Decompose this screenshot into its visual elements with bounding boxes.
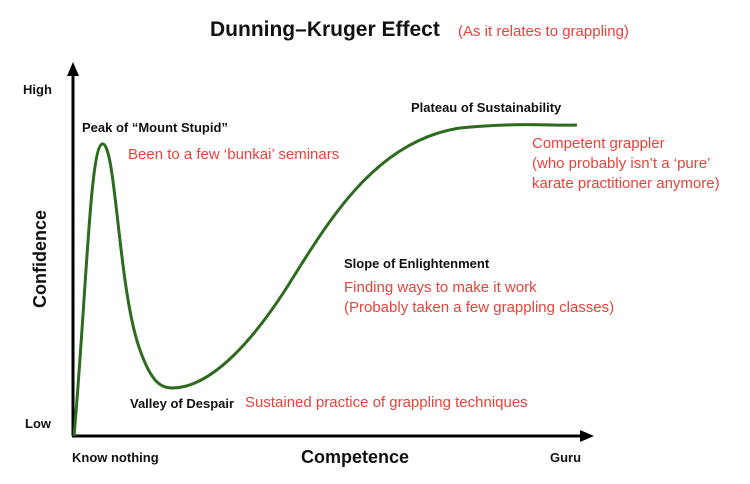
stage-slope-note-line-2: (Probably taken a few grappling classes) [344,299,615,316]
stage-peak-note-line: Been to a few ‘bunkai’ seminars [128,146,340,163]
chart-subtitle: (As it relates to grappling) [458,23,629,40]
stage-slope-note: Finding ways to make it work (Probably t… [344,278,614,318]
stage-plateau-note-line-3: karate practitioner anymore) [532,175,720,192]
stage-peak-label: Peak of “Mount Stupid” [82,120,228,135]
stage-plateau-label: Plateau of Sustainability [411,100,562,115]
stage-valley-label: Valley of Despair [130,396,235,411]
x-axis-left-label: Know nothing [72,450,159,465]
stage-plateau-note-line-2: (who probably isn’t a ‘pure’ [532,155,711,172]
chart-title: Dunning–Kruger Effect [210,18,440,41]
stage-plateau-note: Competent grappler (who probably isn’t a… [532,134,720,194]
x-axis-arrowhead [580,430,594,442]
y-axis-title: Confidence [30,209,50,308]
confidence-curve [72,123,578,437]
stage-slope-note-line-1: Finding ways to make it work [344,279,537,296]
stage-valley-note: Sustained practice of grappling techniqu… [245,393,528,413]
stage-slope-label: Slope of Enlightenment [344,256,490,271]
y-axis-high-label: High [23,82,52,97]
x-axis-title: Competence [301,447,410,467]
x-axis-right-label: Guru [550,450,582,465]
stage-valley-note-line: Sustained practice of grappling techniqu… [245,394,528,411]
y-axis-arrowhead [67,62,79,76]
y-axis-low-label: Low [25,416,51,431]
stage-plateau-note-line-1: Competent grappler [532,135,665,152]
stage-peak-note: Been to a few ‘bunkai’ seminars [128,145,339,165]
